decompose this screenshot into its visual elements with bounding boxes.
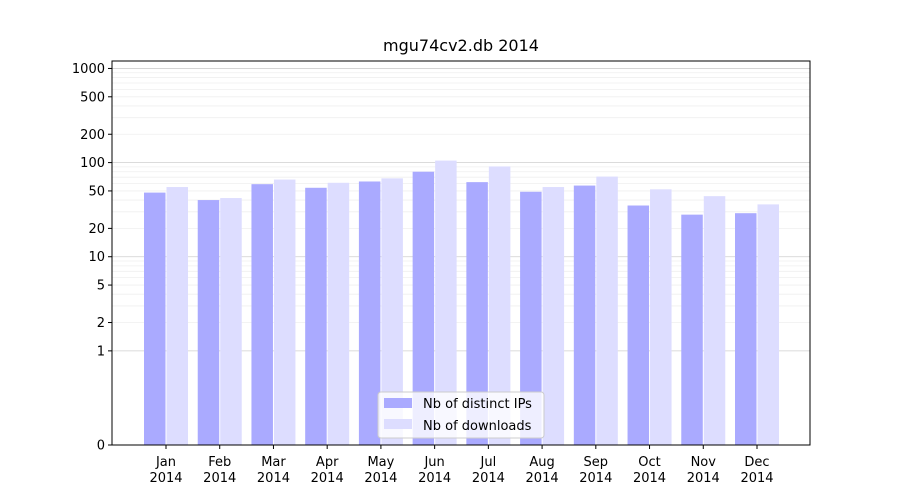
bar-downloads [542, 187, 565, 445]
x-tick-label-year: 2014 [203, 471, 236, 486]
bar-ips [305, 187, 327, 445]
x-tick-label-year: 2014 [149, 471, 182, 486]
x-tick-label-year: 2014 [633, 471, 666, 486]
x-tick-label-month: May [367, 455, 394, 470]
y-tick-label: 10 [88, 250, 105, 265]
x-tick-label-month: Jan [155, 455, 176, 470]
bar-downloads [650, 189, 672, 445]
x-axis: Jan2014Feb2014Mar2014Apr2014May2014Jun20… [149, 445, 774, 486]
bar-ips [144, 192, 166, 445]
x-tick-label-year: 2014 [418, 471, 451, 486]
bar-downloads [488, 166, 511, 445]
bar-ips [627, 205, 650, 445]
x-tick-label-year: 2014 [257, 471, 290, 486]
y-tick-label: 20 [88, 222, 105, 237]
x-tick-label-year: 2014 [472, 471, 505, 486]
legend-label-downloads: Nb of downloads [423, 419, 532, 434]
bar-ips [358, 181, 381, 445]
chart-title: mgu74cv2.db 2014 [383, 36, 539, 55]
legend-swatch-ips [384, 398, 412, 408]
x-tick-label-month: Mar [261, 455, 286, 470]
bar-downloads [435, 160, 457, 445]
bar-ips [520, 191, 542, 445]
bars [144, 160, 779, 446]
x-tick-label-month: Apr [316, 455, 339, 470]
y-tick-label: 2 [97, 316, 105, 331]
bar-downloads [596, 176, 618, 445]
y-tick-label: 500 [80, 90, 105, 105]
y-tick-label: 0 [97, 439, 105, 454]
x-tick-label-year: 2014 [364, 471, 397, 486]
bar-downloads [327, 182, 350, 445]
plot-frame [111, 60, 811, 446]
bar-ips [412, 171, 435, 445]
x-tick-label-month: Sep [584, 455, 609, 470]
x-tick-label-month: Feb [208, 455, 231, 470]
legend-swatch-downloads [384, 419, 412, 429]
bar-downloads [220, 198, 242, 445]
legend: Nb of distinct IPs Nb of downloads [377, 391, 545, 439]
bar-downloads [703, 196, 726, 445]
x-tick-label-month: Aug [529, 455, 554, 470]
bar-ips [735, 213, 757, 445]
y-tick-label: 1000 [72, 62, 105, 77]
bar-downloads [757, 204, 779, 445]
x-tick-label-month: Oct [638, 455, 660, 470]
bar-ips [197, 200, 220, 445]
bar-downloads [273, 179, 296, 446]
bar-ips [681, 214, 703, 445]
bar-ips [251, 184, 273, 445]
x-tick-label-year: 2014 [740, 471, 773, 486]
bar-ips [466, 182, 488, 445]
y-tick-label: 5 [97, 279, 105, 294]
x-tick-label-year: 2014 [526, 471, 559, 486]
y-tick-label: 200 [80, 128, 105, 143]
legend-box [377, 391, 545, 439]
y-tick-label: 1 [97, 344, 105, 359]
y-tick-label: 100 [80, 156, 105, 171]
y-axis: 0 1 2 5 10 20 50 100 200 500 1000 [72, 62, 112, 454]
x-tick-label-month: Dec [744, 455, 769, 470]
legend-label-ips: Nb of distinct IPs [423, 397, 532, 412]
x-tick-label-year: 2014 [311, 471, 344, 486]
y-tick-label: 50 [88, 184, 105, 199]
x-tick-label-month: Nov [691, 455, 717, 470]
bar-downloads [381, 178, 403, 445]
x-tick-label-month: Jun [423, 455, 444, 470]
bar-ips [573, 185, 596, 446]
x-tick-label-year: 2014 [687, 471, 720, 486]
x-tick-label-year: 2014 [579, 471, 612, 486]
x-tick-label-month: Jul [480, 455, 497, 470]
bar-downloads [166, 187, 188, 445]
